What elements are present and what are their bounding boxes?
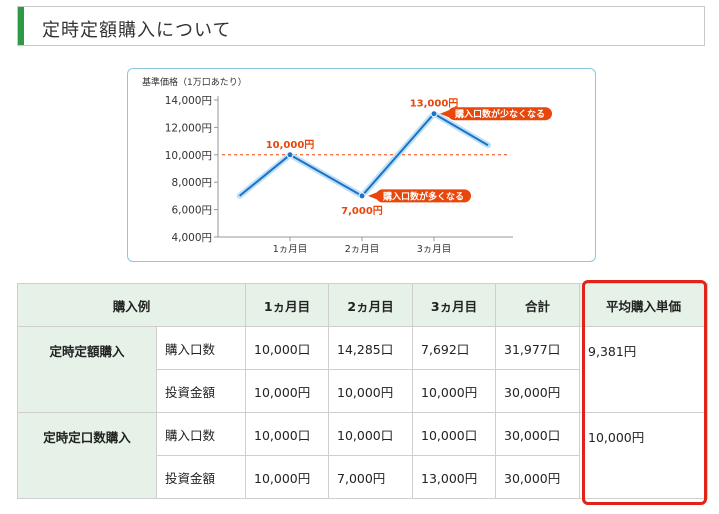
callout-fewer-units-bubble: [448, 107, 552, 121]
header-month-2: 2ヵ月目: [328, 283, 414, 327]
table-row: 投資金額 10,000円 7,000円 13,000円 30,000円: [18, 455, 708, 499]
table-row: 定時定口数購入 購入口数 10,000口 10,000口 10,000口 30,…: [17, 412, 709, 499]
table-cell: 10,000円: [245, 369, 330, 413]
callout-fewer-units-pointer: [440, 109, 450, 118]
price-chart: 基準価格（1万口あたり） 14,000円 12,000円 10,000円 8,000円…: [127, 68, 596, 262]
y-tick-label: 12,000円: [165, 122, 212, 134]
table-cell: 7,692口: [412, 326, 497, 370]
page-title: 定時定額購入について: [42, 20, 232, 41]
chart-y-axis-label: 基準価格（1万口あたり）: [142, 76, 247, 88]
header-example: 購入例: [16, 283, 247, 327]
header-month-3: 3ヵ月目: [412, 283, 497, 327]
table-cell: 10,000口: [245, 326, 330, 370]
table-cell: 10,000口: [412, 412, 497, 456]
table-row: 投資金額 10,000円 10,000円 10,000円 30,000円: [18, 369, 708, 413]
section-title-bar: 定時定額購入について: [17, 6, 705, 46]
y-tick-label: 8,000円: [171, 177, 212, 189]
y-tick-label: 10,000円: [165, 150, 212, 162]
title-accent-stripe: [18, 7, 24, 45]
data-point-label: 7,000円: [341, 205, 383, 217]
data-point: [430, 110, 438, 118]
row-label: 投資金額: [155, 455, 247, 499]
table-cell: 10,000口: [328, 412, 414, 456]
table-cell: 30,000口: [495, 412, 581, 456]
x-tick-label: 1ヵ月目: [273, 244, 308, 255]
row-label: 購入口数: [155, 326, 247, 370]
table-cell: 10,000円: [328, 369, 414, 413]
group-fixed-amount: 定時定額購入: [17, 326, 157, 413]
header-total: 合計: [495, 283, 581, 327]
table-cell: 10,000円: [245, 455, 330, 499]
data-point-label: 10,000円: [266, 139, 315, 151]
table-cell: 10,000円: [412, 369, 497, 413]
data-point: [286, 151, 294, 159]
table-row: 定時定額購入 購入口数 10,000口 14,285口 7,692口 31,97…: [17, 326, 709, 413]
table-cell: 31,977口: [495, 326, 581, 370]
header-month-1: 1ヵ月目: [245, 283, 330, 327]
table-cell: 30,000円: [495, 369, 581, 413]
purchase-example-table: 購入例 1ヵ月目 2ヵ月目 3ヵ月目 合計 平均購入単価 定時定額購入 購入口数…: [16, 283, 709, 499]
average-price-cell: 9,381円: [579, 326, 709, 413]
table-header-row: 購入例 1ヵ月目 2ヵ月目 3ヵ月目 合計 平均購入単価: [16, 283, 709, 327]
average-price-cell: 10,000円: [579, 412, 709, 499]
x-tick-label: 2ヵ月目: [345, 244, 380, 255]
data-point: [358, 192, 366, 200]
callout-more-units-pointer: [368, 191, 378, 200]
data-point-label: 13,000円: [410, 98, 459, 110]
table-cell: 10,000口: [245, 412, 330, 456]
header-average-price: 平均購入単価: [579, 283, 709, 327]
group-fixed-units: 定時定口数購入: [17, 412, 157, 499]
table-cell: 14,285口: [328, 326, 414, 370]
row-label: 購入口数: [155, 412, 247, 456]
callout-fewer-units-text: 購入口数が少なくなる: [454, 108, 545, 120]
row-label: 投資金額: [155, 369, 247, 413]
table-cell: 30,000円: [495, 455, 581, 499]
table-cell: 7,000円: [328, 455, 414, 499]
y-tick-label: 14,000円: [165, 95, 212, 107]
y-tick-label: 6,000円: [171, 205, 212, 217]
table-cell: 13,000円: [412, 455, 497, 499]
callout-more-units-bubble: [376, 189, 471, 203]
price-chart-svg: 基準価格（1万口あたり） 14,000円 12,000円 10,000円 8,000円…: [142, 76, 552, 255]
callout-more-units-text: 購入口数が多くなる: [382, 190, 464, 202]
y-tick-label: 4,000円: [171, 232, 212, 244]
x-tick-label: 3ヵ月目: [417, 244, 452, 255]
